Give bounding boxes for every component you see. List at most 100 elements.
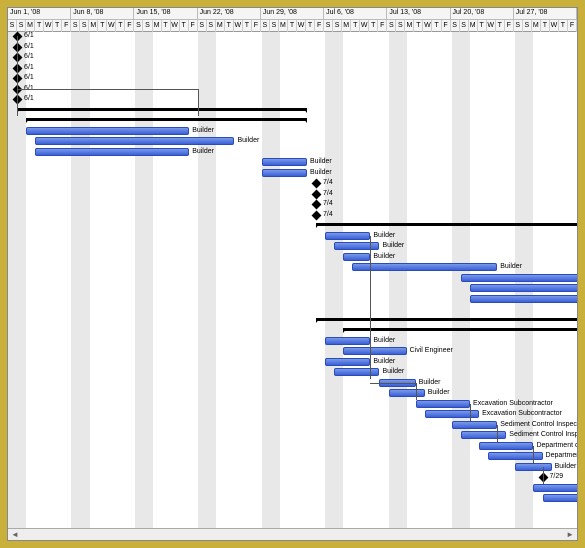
- day-label: F: [568, 20, 577, 32]
- task-label: Builder: [373, 232, 395, 239]
- day-label: M: [405, 20, 414, 32]
- week-label: Jun 15, '08: [134, 8, 197, 19]
- task-bar[interactable]: [35, 148, 189, 156]
- task-bar[interactable]: [35, 137, 234, 145]
- milestone-label: 7/4: [323, 211, 333, 218]
- summary-bar[interactable]: [26, 118, 307, 121]
- day-label: S: [460, 20, 469, 32]
- milestone-marker[interactable]: [312, 200, 322, 210]
- task-bar[interactable]: [533, 484, 577, 492]
- milestone-marker[interactable]: [312, 179, 322, 189]
- day-label: S: [396, 20, 405, 32]
- day-labels-row: SSMTWTFSSMTWTFSSMTWTFSSMTWTFSSMTWTFSSMTW…: [8, 20, 577, 32]
- day-label: F: [125, 20, 134, 32]
- summary-bar[interactable]: [343, 328, 577, 331]
- task-label: Sediment Control Inspector: [509, 431, 577, 438]
- task-bar[interactable]: [262, 169, 307, 177]
- day-label: S: [387, 20, 396, 32]
- dependency-link: [416, 383, 417, 400]
- task-label: Department of Permits &: [536, 442, 577, 449]
- task-bar[interactable]: [325, 232, 370, 240]
- task-bar[interactable]: [470, 284, 577, 292]
- day-label: M: [89, 20, 98, 32]
- task-label: Builder: [238, 137, 260, 144]
- milestone-label: 6/1: [24, 32, 34, 39]
- milestone-label: 7/4: [323, 190, 333, 197]
- scroll-right-icon[interactable]: ►: [566, 530, 574, 539]
- day-label: W: [171, 20, 180, 32]
- day-label: T: [35, 20, 44, 32]
- task-label: Builder: [419, 379, 441, 386]
- day-label: M: [342, 20, 351, 32]
- day-label: F: [62, 20, 71, 32]
- task-bar[interactable]: [389, 389, 425, 397]
- task-label: Civil Engineer: [410, 347, 453, 354]
- task-bar[interactable]: [452, 421, 497, 429]
- milestone-marker[interactable]: [312, 210, 322, 220]
- day-label: T: [98, 20, 107, 32]
- day-label: M: [279, 20, 288, 32]
- week-label: Jul 13, '08: [387, 8, 450, 19]
- timeline-header: Jun 1, '08Jun 8, '08Jun 15, '08Jun 22, '…: [8, 8, 577, 32]
- task-bar[interactable]: [334, 368, 379, 376]
- task-bar[interactable]: [543, 494, 577, 502]
- task-label: Builder: [428, 389, 450, 396]
- task-bar[interactable]: [470, 295, 577, 303]
- day-label: S: [143, 20, 152, 32]
- task-label: Sediment Control Inspector: [500, 421, 577, 428]
- milestone-marker[interactable]: [312, 189, 322, 199]
- day-label: S: [270, 20, 279, 32]
- task-bar[interactable]: [461, 431, 506, 439]
- task-bar[interactable]: [461, 274, 577, 282]
- day-label: S: [261, 20, 270, 32]
- task-label: Builder: [555, 463, 577, 470]
- week-labels-row: Jun 1, '08Jun 8, '08Jun 15, '08Jun 22, '…: [8, 8, 577, 20]
- task-bar[interactable]: [479, 442, 533, 450]
- task-label: Excavation Subcontractor: [473, 400, 553, 407]
- task-bar[interactable]: [416, 400, 470, 408]
- day-label: M: [216, 20, 225, 32]
- day-label: T: [541, 20, 550, 32]
- task-bar[interactable]: [343, 253, 370, 261]
- day-label: S: [324, 20, 333, 32]
- task-bar[interactable]: [325, 358, 370, 366]
- day-label: W: [423, 20, 432, 32]
- day-label: T: [288, 20, 297, 32]
- task-bar[interactable]: [334, 242, 379, 250]
- summary-bar[interactable]: [316, 318, 577, 321]
- task-label: Builder: [373, 253, 395, 260]
- day-label: W: [360, 20, 369, 32]
- day-label: T: [496, 20, 505, 32]
- day-label: F: [505, 20, 514, 32]
- day-label: T: [225, 20, 234, 32]
- milestone-label: 6/1: [24, 64, 34, 71]
- week-label: Jul 27, '08: [514, 8, 577, 19]
- day-label: S: [17, 20, 26, 32]
- milestone-label: 7/29: [550, 473, 564, 480]
- day-label: W: [234, 20, 243, 32]
- day-label: S: [71, 20, 80, 32]
- week-label: Jul 20, '08: [451, 8, 514, 19]
- gantt-frame: Jun 1, '08Jun 8, '08Jun 15, '08Jun 22, '…: [7, 7, 578, 541]
- day-label: S: [134, 20, 143, 32]
- day-label: W: [107, 20, 116, 32]
- task-bar[interactable]: [262, 158, 307, 166]
- dependency-link: [17, 36, 18, 116]
- task-label: Builder: [192, 127, 214, 134]
- summary-bar[interactable]: [17, 108, 307, 111]
- task-bar[interactable]: [352, 263, 497, 271]
- task-bar[interactable]: [325, 337, 370, 345]
- milestone-label: 6/1: [24, 53, 34, 60]
- task-bar[interactable]: [26, 127, 189, 135]
- task-bar[interactable]: [343, 347, 406, 355]
- summary-bar[interactable]: [316, 223, 577, 226]
- scroll-left-icon[interactable]: ◄: [11, 530, 19, 539]
- gantt-bars: Builder Builder Builder Builder Builder Build…: [8, 32, 577, 528]
- day-label: T: [432, 20, 441, 32]
- task-label: Builder: [373, 337, 395, 344]
- task-bar[interactable]: [515, 463, 551, 471]
- h-scrollbar[interactable]: ◄ ►: [8, 528, 577, 540]
- day-label: S: [451, 20, 460, 32]
- task-label: Department of Permits &: [546, 452, 577, 459]
- day-label: S: [333, 20, 342, 32]
